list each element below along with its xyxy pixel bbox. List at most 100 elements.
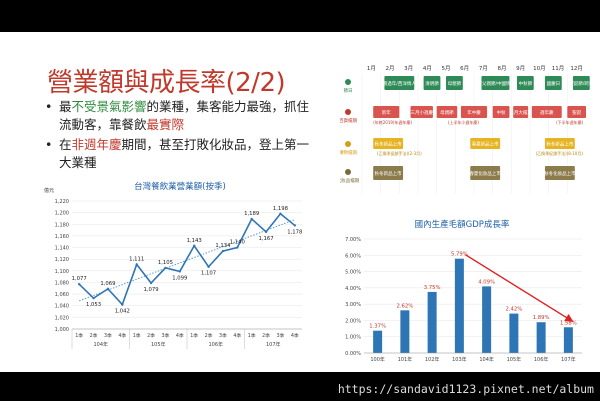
dept-event-bar <box>436 106 458 118</box>
bullet-text: 期間，甚至打敗化妝品，登上第一大業種 <box>59 137 310 170</box>
bullet-text: 的業種，集客能力最強，抓住流動客，靠餐飲 <box>59 99 310 132</box>
dept-event-bar <box>460 106 488 118</box>
dept-event-label: 年中慶 <box>467 109 481 116</box>
month-label: 7月 <box>479 65 488 72</box>
data-label: 1,053 <box>86 302 101 308</box>
gdp-growth-chart: 國內生產毛額GDP成長率 0.00% 1.00% 2.00% 3.00% 4.00% 5.0… <box>345 219 582 363</box>
shopping-event-bar <box>544 138 575 149</box>
y-tick-label: 1,120 <box>55 257 69 263</box>
holiday-label: 清明節 <box>425 80 439 87</box>
data-point <box>77 283 81 286</box>
watermark-url: https://sandavid1123.pixnet.net/album <box>337 382 594 396</box>
cosmetics-event-bar <box>544 166 575 180</box>
bullet-dot: • <box>45 99 53 114</box>
month-label: 9月 <box>516 65 525 72</box>
month-label: 6月 <box>460 65 469 72</box>
bar <box>454 258 464 353</box>
x-tick-label: 104年 <box>479 356 494 363</box>
data-label: 1,134 <box>215 243 231 249</box>
data-label: 2.42% <box>505 307 522 313</box>
x-tick-label: 1季 <box>248 332 256 339</box>
bullet-highlight: 非週年慶 <box>71 137 122 152</box>
holiday-label: 聖誕節/跨年 <box>569 80 590 87</box>
row-icon <box>345 141 351 147</box>
row-icon <box>345 109 351 115</box>
data-point <box>121 303 124 306</box>
holiday-bar <box>446 76 463 90</box>
data-point <box>207 265 210 268</box>
y-tick-label: 0.00% <box>345 351 361 357</box>
dept-event-bar <box>410 106 433 118</box>
bar <box>563 327 573 353</box>
bar <box>427 291 437 353</box>
y-tick-label: 1,220 <box>55 199 69 205</box>
data-label: 1,042 <box>115 309 130 315</box>
data-label: 1,189 <box>244 211 259 217</box>
x-tick-label: 2季 <box>205 332 213 339</box>
trend-arrow <box>465 254 574 322</box>
bar <box>509 313 519 353</box>
data-label: 1,099 <box>172 275 187 281</box>
bullet-text: 最 <box>59 99 72 114</box>
y-tick-label: 3.00% <box>345 302 361 308</box>
y-tick-label: 7.00% <box>345 237 361 243</box>
row-icon <box>345 169 351 175</box>
data-point <box>178 270 182 273</box>
x-tick-label: 4季 <box>233 332 241 339</box>
dept-note: (下半年週年慶) <box>556 119 584 125</box>
data-label: 1.89% <box>533 315 550 321</box>
holiday-bar <box>516 76 534 90</box>
bar <box>373 330 383 353</box>
x-tick-label: 105年 <box>507 356 522 363</box>
y-tick-label: 1,020 <box>55 315 69 321</box>
shopping-event-bar <box>470 138 501 149</box>
shopping-event-bar <box>373 138 404 149</box>
y-tick-label: 5.00% <box>345 270 361 276</box>
holiday-bar <box>572 76 590 90</box>
page-title: 營業額與成長率(2/2) <box>47 68 286 98</box>
y-tick-label: 1,000 <box>55 327 69 333</box>
holiday-label: 農曆過年/西洋情人節 <box>378 80 421 87</box>
dept-event-label: 八月大檔期 <box>509 109 532 116</box>
bullet-highlight: 最實際 <box>146 117 185 132</box>
y-tick-label: 1,080 <box>55 280 69 286</box>
month-label: 10月 <box>533 65 546 72</box>
x-tick-label: 3季 <box>277 332 285 339</box>
data-point <box>164 266 167 270</box>
data-point <box>135 263 138 266</box>
month-label: 5月 <box>442 65 451 72</box>
x-tick-label: 4季 <box>291 332 299 339</box>
y-tick-label: 2.00% <box>345 318 361 324</box>
row-label: 節日 <box>344 87 353 94</box>
y-tick-label: 1.00% <box>345 335 361 341</box>
dept-event-bar <box>513 106 529 118</box>
x-tick-label: 3季 <box>219 332 227 339</box>
data-label: 1,140 <box>230 240 246 246</box>
x-group-label: 104年 <box>93 341 108 348</box>
x-tick-label: 3季 <box>104 332 112 339</box>
x-tick-label: 101年 <box>398 356 413 363</box>
series-line <box>78 212 296 307</box>
bullet-highlight: 不受景氣影響 <box>71 99 147 114</box>
data-point <box>192 244 196 247</box>
cosmetics-event-bar <box>373 166 404 180</box>
holiday-label: 中秋節 <box>519 80 533 87</box>
x-group-label: 107年 <box>266 341 281 348</box>
x-tick-label: 1季 <box>75 332 83 339</box>
data-label: 5.79% <box>451 252 468 258</box>
data-point <box>106 287 110 291</box>
dept-note: (年終2019)年週年慶) <box>373 119 412 125</box>
data-label: 1,079 <box>143 287 158 293</box>
chart-title: 國內生產毛額GDP成長率 <box>415 219 510 230</box>
holiday-bar <box>423 76 441 90</box>
x-tick-label: 100年 <box>370 356 385 363</box>
x-tick-label: 2季 <box>147 332 155 339</box>
data-point <box>250 217 253 221</box>
y-tick-label: 6.00% <box>345 253 361 259</box>
bullet-1: • 最不受景氣影響的業種，集客能力最強，抓住流動客，靠餐飲最實際 <box>45 98 312 134</box>
cosmetics-event-bar <box>470 166 501 180</box>
bullet-text: 在 <box>59 137 72 152</box>
dept-event-bar <box>492 106 510 118</box>
data-point <box>92 296 95 300</box>
promotion-timeline: 1月 2月 3月 4月 5月 6月 7月 8月 9月 10月 11月 12月節日百貨檔期購物檔期化妝品… <box>340 65 590 194</box>
